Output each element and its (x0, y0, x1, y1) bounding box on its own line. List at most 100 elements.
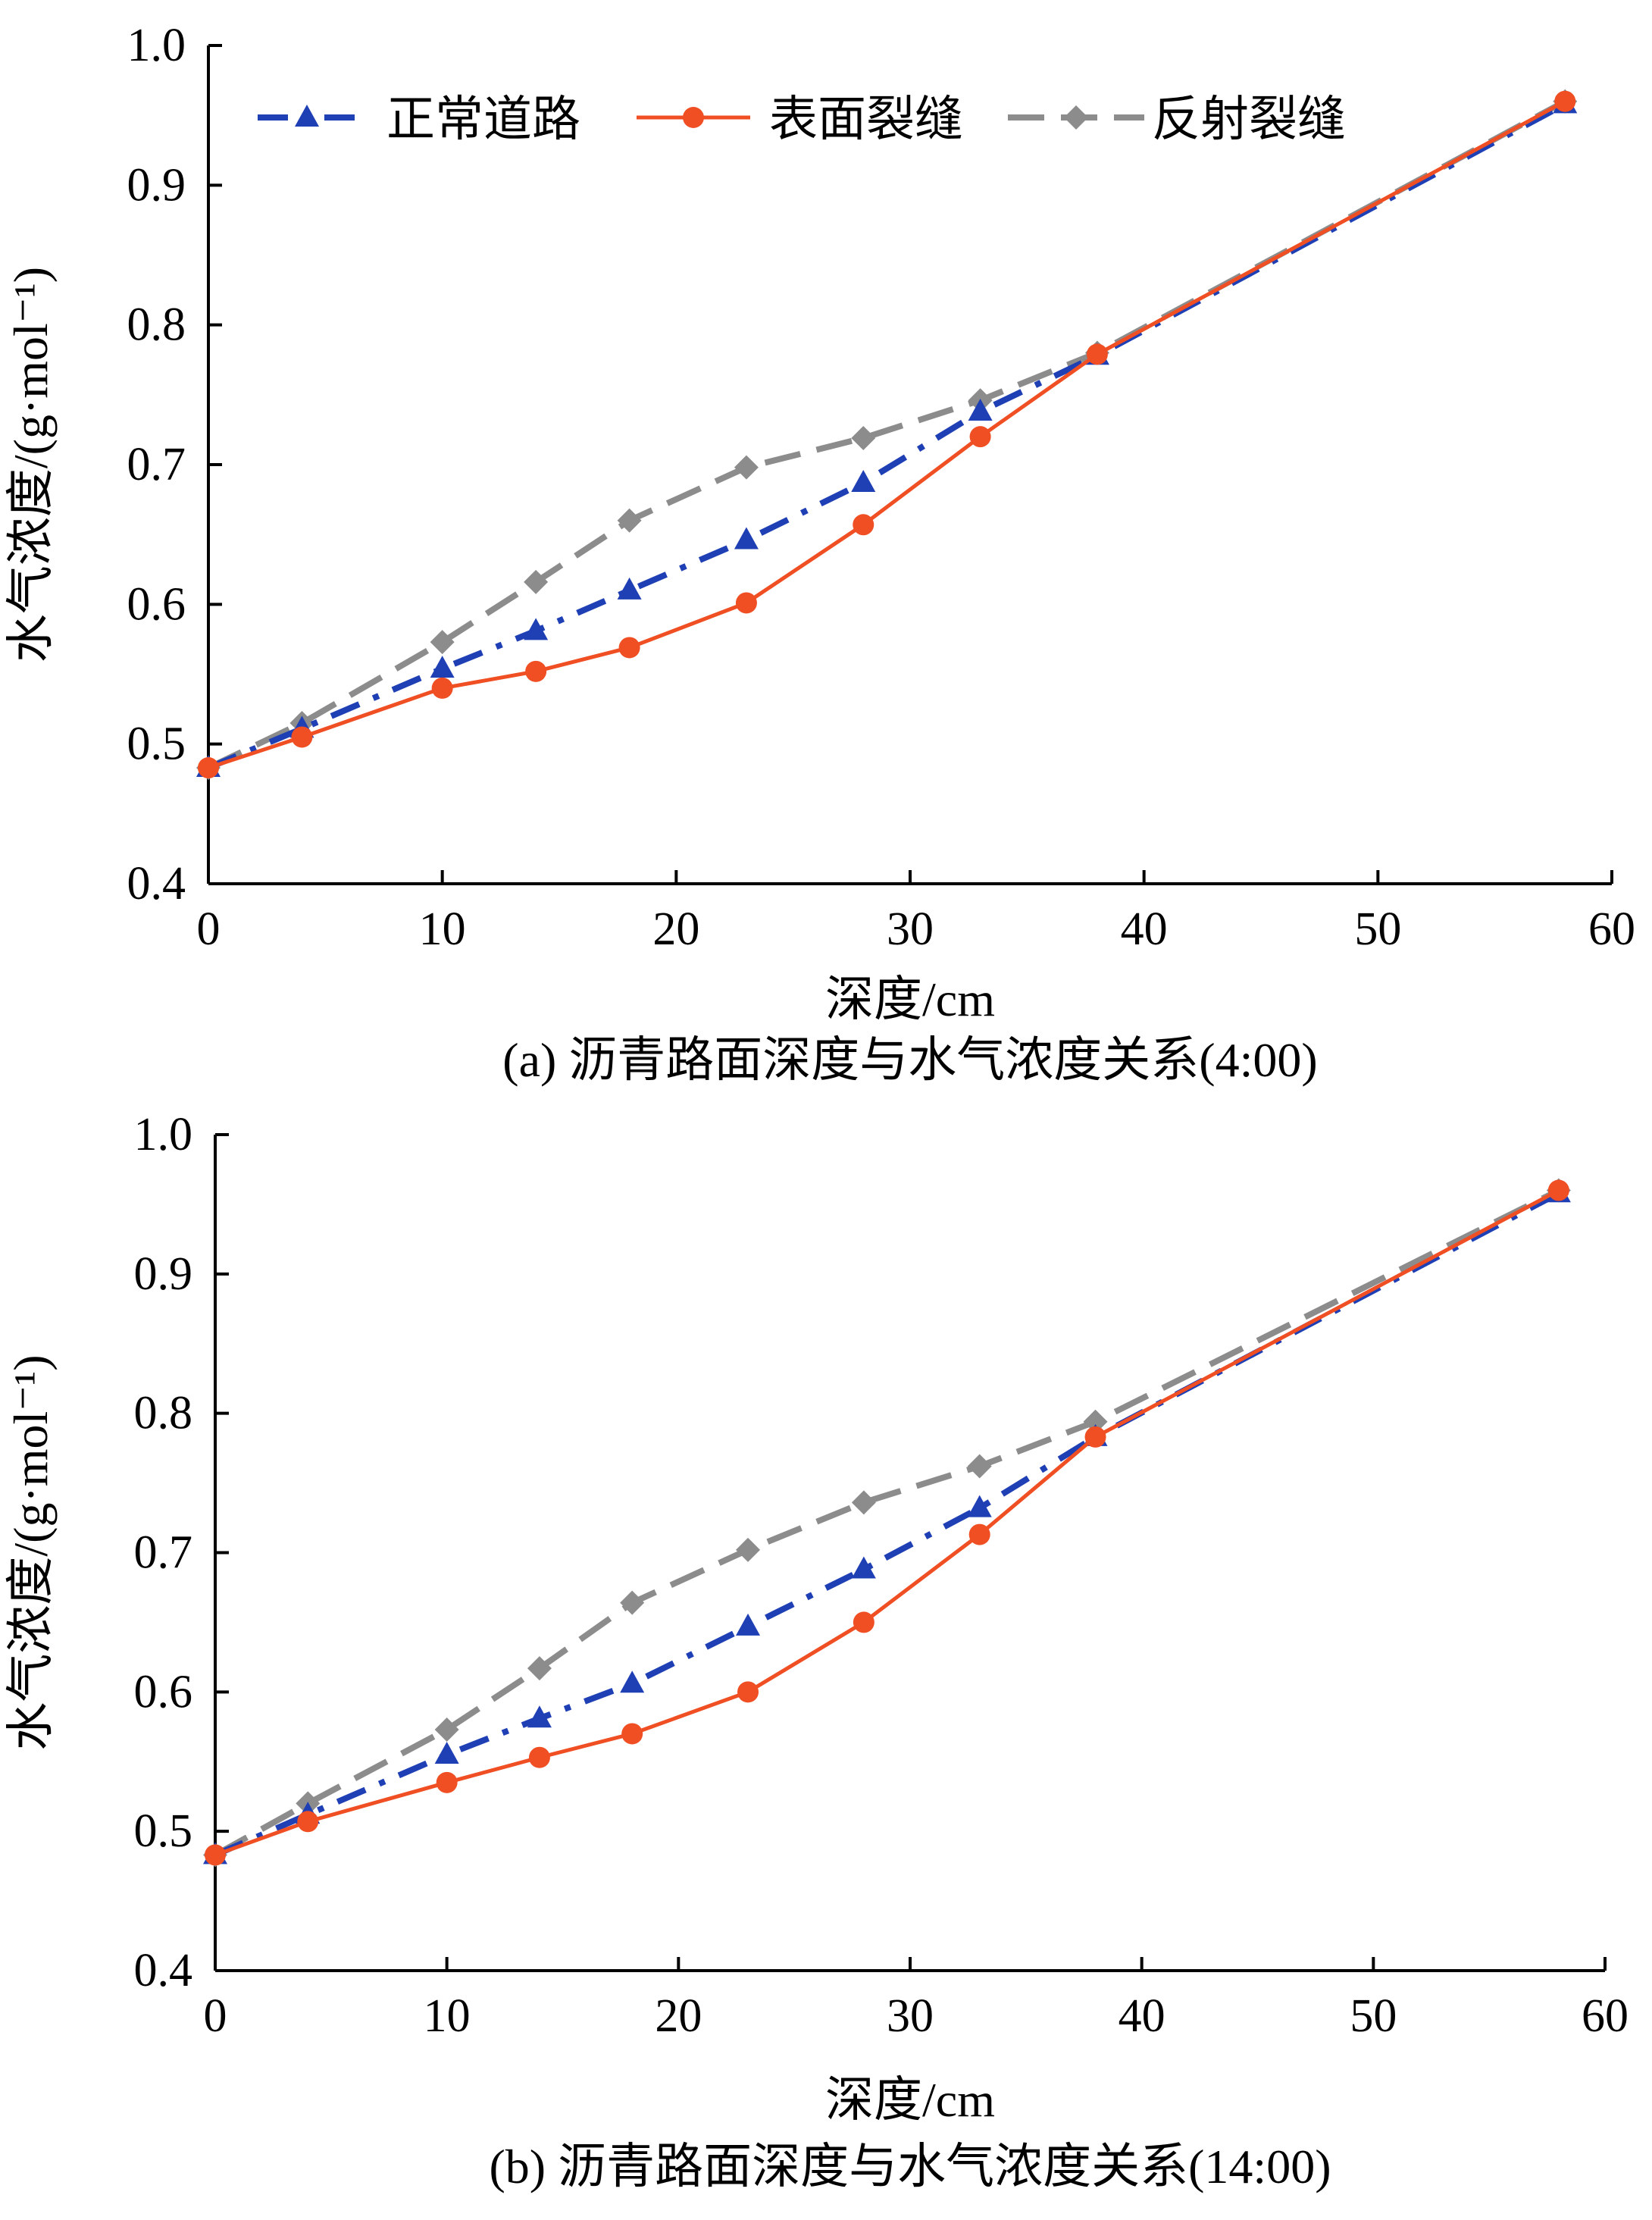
data-point-circle (525, 660, 547, 682)
data-point-circle (297, 1811, 319, 1833)
series-line (214, 1187, 1560, 1858)
data-point-circle (853, 514, 874, 536)
data-point-triangle (736, 1613, 761, 1636)
y-tick-label: 0.8 (127, 299, 186, 351)
y-tick-label: 1.0 (127, 20, 186, 71)
data-point-circle (436, 1771, 458, 1793)
data-point-circle (735, 592, 757, 614)
data-point-diamond (851, 1490, 876, 1515)
y-tick-label: 1.0 (134, 1109, 193, 1160)
data-point-diamond (734, 455, 759, 480)
y-axis-label: 水气浓度/(g·mol⁻¹) (4, 267, 58, 662)
data-point-diamond (527, 1656, 552, 1681)
data-point-triangle (620, 1670, 645, 1693)
chart-panel-a: 0.4 0.5 0.6 0.7 0.8 0.9 1.0 0 10 20 30 40 50 60 深度/cm 水… (4, 20, 1635, 1087)
y-tick-label: 0.6 (127, 578, 186, 630)
data-point-circle (528, 1746, 550, 1768)
data-point-circle (853, 1611, 874, 1633)
y-tick-label: 0.7 (134, 1527, 193, 1579)
data-point-circle (1554, 90, 1576, 112)
data-point-diamond (1083, 1409, 1108, 1434)
y-tick-label: 0.5 (127, 719, 186, 770)
series-circle (205, 1179, 1569, 1866)
x-tick-label: 30 (887, 1990, 934, 2042)
series-circle (198, 90, 1576, 779)
y-tick-label: 0.4 (127, 858, 186, 910)
y-tick-label: 0.4 (134, 1945, 193, 1996)
data-point-circle (621, 1723, 643, 1745)
data-point-circle (1547, 1179, 1569, 1201)
data-point-circle (969, 426, 991, 448)
x-tick-label: 10 (424, 1990, 471, 2042)
y-tick-label: 0.8 (134, 1388, 193, 1439)
x-tick-label: 50 (1350, 1990, 1397, 2042)
panel-caption: (a) 沥青路面深度与水气浓度关系(4:00) (502, 1033, 1317, 1087)
data-point-triangle (851, 469, 876, 492)
y-tick-label: 0.9 (134, 1248, 193, 1300)
x-tick-label: 40 (1121, 903, 1168, 955)
series-line (214, 1188, 1560, 1857)
x-tick-label: 50 (1354, 903, 1401, 955)
data-point-circle (1084, 1426, 1106, 1448)
chart-panel-b: 0.4 0.5 0.6 0.7 0.8 0.9 1.0 0 10 20 30 40 50 60 深度/cm 水… (4, 1109, 1629, 2193)
y-tick-label: 0.6 (134, 1666, 193, 1717)
data-point-circle (291, 726, 313, 748)
data-point-diamond (736, 1537, 761, 1562)
x-tick-label: 20 (652, 903, 699, 955)
series-diamond (203, 1178, 1571, 1868)
data-point-triangle (968, 398, 993, 421)
series-triangle (196, 91, 1578, 778)
data-point-diamond (434, 1717, 459, 1742)
data-point-circle (968, 1523, 990, 1545)
x-tick-label: 30 (887, 903, 934, 955)
x-tick-label: 0 (204, 1990, 227, 2042)
x-tick-label: 20 (655, 1990, 702, 2042)
panel-caption: (b) 沥青路面深度与水气浓度关系(14:00) (489, 2140, 1331, 2193)
data-point-circle (737, 1681, 759, 1703)
x-axis-label: 深度/cm (825, 2073, 995, 2127)
y-tick-label: 0.9 (127, 159, 186, 211)
y-axis-label: 水气浓度/(g·mol⁻¹) (4, 1354, 58, 1750)
series-line (208, 99, 1566, 770)
data-point-circle (618, 637, 640, 659)
data-point-triangle (434, 1742, 459, 1764)
series-line (214, 1190, 1560, 1858)
data-point-diamond (524, 569, 549, 594)
series-diamond (196, 89, 1578, 781)
data-point-triangle (527, 1705, 552, 1728)
series-line (207, 99, 1567, 771)
data-point-diamond (617, 508, 642, 533)
x-tick-label: 40 (1119, 1990, 1165, 2042)
x-tick-label: 0 (197, 903, 221, 955)
series-triangle (203, 1180, 1571, 1865)
data-point-triangle (851, 1556, 876, 1579)
y-tick-label: 0.7 (127, 439, 186, 490)
data-point-circle (1086, 343, 1108, 365)
data-point-circle (205, 1844, 226, 1866)
x-tick-label: 60 (1582, 1990, 1629, 2042)
x-tick-label: 60 (1588, 903, 1635, 955)
x-axis-label: 深度/cm (825, 972, 995, 1026)
data-point-circle (431, 677, 453, 699)
data-point-diamond (851, 425, 876, 450)
legend-label: 反射裂缝 (1152, 92, 1346, 146)
legend-label: 正常道路 (386, 92, 580, 146)
legend-marker-triangle (295, 105, 319, 127)
data-point-diamond (620, 1590, 645, 1615)
data-point-triangle (734, 527, 759, 550)
data-point-triangle (430, 656, 455, 678)
series-line (207, 101, 1567, 771)
data-point-diamond (967, 1454, 992, 1479)
data-point-diamond (430, 630, 455, 655)
legend-marker-diamond (1064, 105, 1088, 130)
legend-marker-circle (683, 107, 704, 128)
legend: 正常道路 表面裂缝 反射裂缝 (258, 92, 1346, 146)
y-tick-label: 0.5 (134, 1805, 193, 1857)
data-point-triangle (967, 1495, 992, 1517)
data-point-circle (198, 757, 219, 779)
data-point-triangle (524, 618, 549, 640)
legend-label: 表面裂缝 (769, 92, 963, 146)
x-tick-label: 10 (419, 903, 466, 955)
data-point-triangle (617, 577, 642, 600)
